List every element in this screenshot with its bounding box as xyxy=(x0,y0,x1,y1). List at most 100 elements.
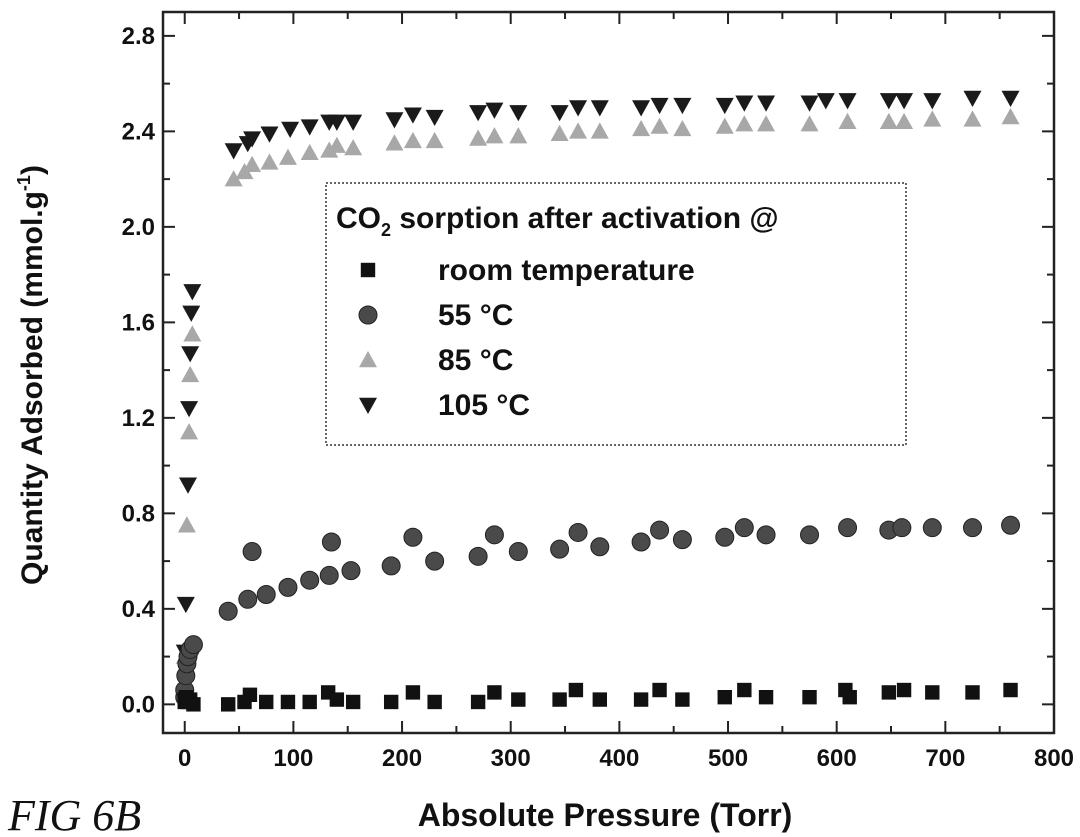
data-point xyxy=(1003,683,1017,697)
data-point xyxy=(716,528,734,546)
legend-title-subscript: 2 xyxy=(381,220,391,240)
y-tick-label: 2.0 xyxy=(122,214,155,241)
data-point xyxy=(593,692,607,706)
data-point xyxy=(802,690,816,704)
data-point xyxy=(184,636,202,654)
data-point xyxy=(591,122,609,138)
data-point xyxy=(302,695,316,709)
data-point xyxy=(485,526,503,544)
data-point xyxy=(651,118,669,134)
data-point xyxy=(895,113,913,129)
data-point xyxy=(257,586,275,604)
data-point xyxy=(471,695,485,709)
data-point xyxy=(673,531,691,549)
y-tick-label: 0.8 xyxy=(122,500,155,527)
data-point xyxy=(923,93,941,109)
data-point xyxy=(964,91,982,107)
data-point xyxy=(651,521,669,539)
data-point xyxy=(243,543,261,561)
data-point xyxy=(880,93,898,109)
y-tick-label: 1.6 xyxy=(122,309,155,336)
data-point xyxy=(509,127,527,143)
x-axis-label: Absolute Pressure (Torr) xyxy=(418,797,793,833)
data-point xyxy=(426,552,444,570)
data-point xyxy=(839,519,857,537)
data-point xyxy=(716,118,734,134)
data-point xyxy=(404,528,422,546)
data-point xyxy=(801,115,819,131)
y-axis-label-superscript: -1 xyxy=(14,175,34,191)
data-point xyxy=(426,110,444,126)
legend-title: CO2 sorption after activation @ xyxy=(336,202,779,240)
data-point xyxy=(183,325,201,341)
data-point xyxy=(243,156,261,172)
data-point xyxy=(469,547,487,565)
data-point xyxy=(279,149,297,165)
data-point xyxy=(346,695,360,709)
data-point xyxy=(406,685,420,699)
data-point xyxy=(591,538,609,556)
data-point xyxy=(186,697,200,711)
data-point xyxy=(181,346,199,362)
data-point xyxy=(895,93,913,109)
data-point xyxy=(385,134,403,150)
data-point xyxy=(259,695,273,709)
data-point xyxy=(239,590,257,608)
data-point xyxy=(404,132,422,148)
y-axis-label-close: ) xyxy=(16,165,49,175)
data-point xyxy=(923,110,941,126)
legend-entry: 85 °C xyxy=(438,344,513,377)
data-point xyxy=(632,100,650,116)
data-point xyxy=(964,110,982,126)
legend-title-suffix: sorption after activation @ xyxy=(391,202,779,235)
data-point xyxy=(469,105,487,121)
data-point xyxy=(427,695,441,709)
data-point xyxy=(260,127,278,143)
y-axis-label-main: Quantity Adsorbed (mmol.g xyxy=(16,191,49,585)
data-point xyxy=(511,692,525,706)
data-point xyxy=(1002,516,1020,534)
data-point xyxy=(839,113,857,129)
data-point xyxy=(243,688,257,702)
data-point xyxy=(382,557,400,575)
x-tick-label: 300 xyxy=(491,745,531,772)
y-tick-label: 2.8 xyxy=(122,23,155,50)
data-point xyxy=(469,130,487,146)
data-point xyxy=(569,122,587,138)
data-point xyxy=(675,692,689,706)
data-point xyxy=(652,683,666,697)
data-point xyxy=(322,533,340,551)
data-point xyxy=(757,115,775,131)
data-point xyxy=(320,566,338,584)
data-point xyxy=(301,571,319,589)
legend-title-prefix: CO xyxy=(336,202,381,235)
data-point xyxy=(179,478,197,494)
data-point xyxy=(225,143,243,159)
data-point xyxy=(279,578,297,596)
legend-marker xyxy=(359,306,377,324)
data-point xyxy=(330,692,344,706)
legend-entry: 55 °C xyxy=(438,299,513,332)
x-tick-label: 400 xyxy=(599,745,639,772)
data-point xyxy=(757,96,775,112)
x-tick-label: 700 xyxy=(925,745,965,772)
data-point xyxy=(716,98,734,114)
data-point xyxy=(651,98,669,114)
data-point xyxy=(569,100,587,116)
legend-marker xyxy=(361,263,375,277)
data-point xyxy=(1002,91,1020,107)
y-tick-label: 2.4 xyxy=(122,118,156,145)
data-point xyxy=(817,93,835,109)
data-point xyxy=(735,115,753,131)
data-point xyxy=(965,685,979,699)
data-point xyxy=(718,690,732,704)
data-point xyxy=(509,543,527,561)
data-point xyxy=(569,523,587,541)
data-point xyxy=(673,120,691,136)
y-axis-label: Quantity Adsorbed (mmol.g-1) xyxy=(14,165,49,585)
data-point xyxy=(485,103,503,119)
data-point xyxy=(301,119,319,135)
data-point xyxy=(551,105,569,121)
data-point xyxy=(426,132,444,148)
